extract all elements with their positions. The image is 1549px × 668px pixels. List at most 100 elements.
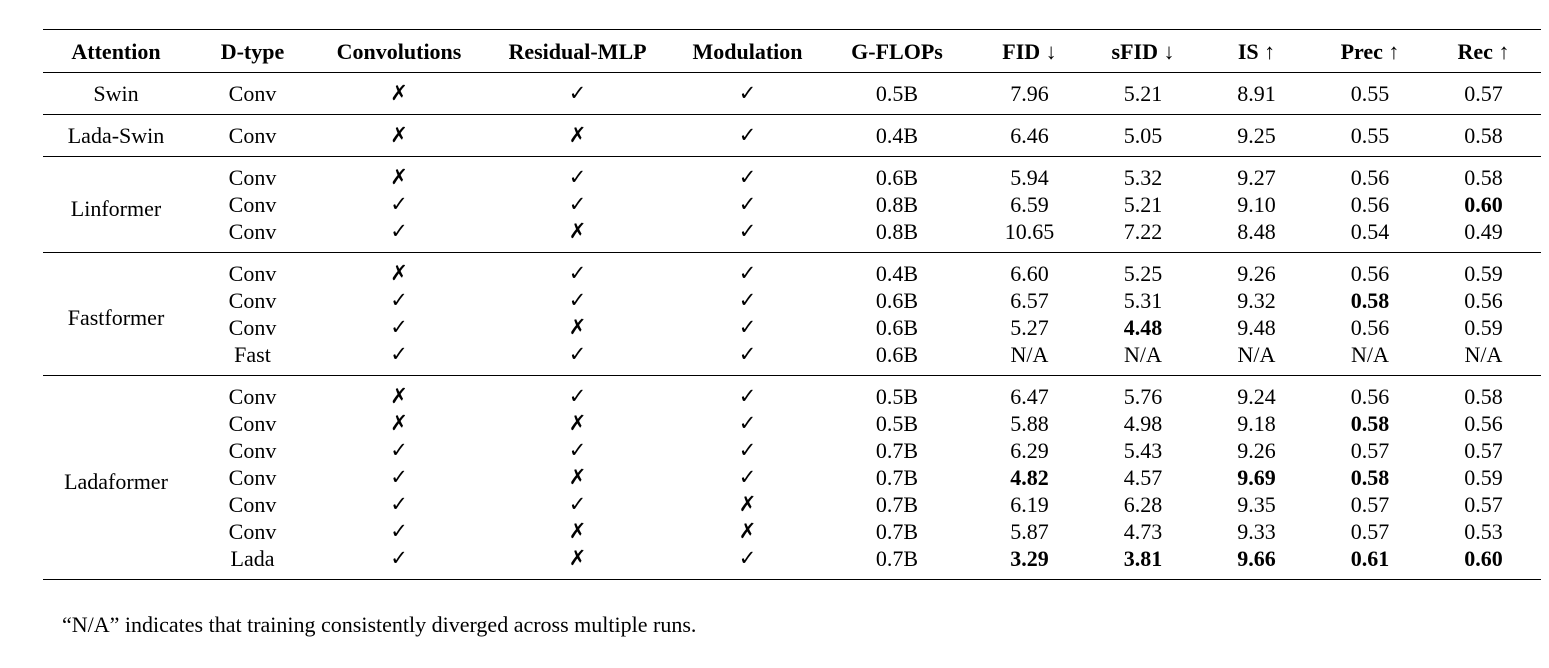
- table-row: Conv ✓ ✓ ✗ 0.7B 6.19 6.28 9.35 0.57 0.57: [43, 491, 1541, 518]
- rec-cell: 0.58: [1464, 165, 1503, 190]
- table-row: Conv ✓ ✓ ✓ 0.8B 6.59 5.21 9.10 0.56 0.60: [43, 191, 1541, 218]
- rec-cell: 0.57: [1464, 438, 1503, 463]
- prec-cell: 0.56: [1350, 384, 1390, 409]
- attention-cell: Fastformer: [43, 252, 189, 376]
- fid-cell: 7.96: [972, 72, 1087, 115]
- attention-cell: Lada-Swin: [43, 114, 189, 157]
- fid-cell: 5.94: [1010, 165, 1049, 190]
- prec-cell: 0.55: [1314, 72, 1426, 115]
- d-type-cell: Conv: [228, 165, 277, 190]
- residual-mlp-cell: ✓: [568, 165, 587, 189]
- header-fid: FID ↓: [972, 29, 1087, 73]
- sfid-cell: 5.31: [1123, 288, 1163, 313]
- header-prec: Prec ↑: [1314, 29, 1426, 73]
- sfid-cell: 5.43: [1123, 438, 1163, 463]
- fid-cell: 4.82: [1010, 465, 1049, 490]
- residual-mlp-cell: ✗: [568, 465, 587, 489]
- d-type-cell: Conv: [228, 288, 277, 313]
- fid-cell: N/A: [972, 341, 1087, 376]
- is-cell: N/A: [1199, 341, 1314, 376]
- header-convolutions: Convolutions: [316, 29, 482, 73]
- g-flops-cell: 0.6B: [822, 341, 972, 376]
- fid-cell: 10.65: [972, 218, 1087, 253]
- modulation-cell: ✗: [738, 519, 757, 543]
- modulation-cell: ✓: [738, 192, 757, 216]
- attention-cell: Ladaformer: [43, 375, 189, 580]
- table-row: Conv ✗ ✗ ✓ 0.5B 5.88 4.98 9.18 0.58 0.56: [43, 410, 1541, 437]
- prec-cell: 0.58: [1350, 465, 1390, 490]
- fid-cell: 6.60: [1010, 261, 1049, 286]
- prec-cell: 0.56: [1350, 165, 1390, 190]
- residual-mlp-cell: ✓: [568, 261, 587, 285]
- d-type-cell: Fast: [189, 341, 316, 376]
- d-type-cell: Conv: [228, 519, 277, 544]
- fid-cell: 6.47: [1010, 384, 1049, 409]
- residual-mlp-cell: ✗: [482, 545, 673, 580]
- modulation-cell: ✓: [738, 261, 757, 285]
- d-type-cell: Conv: [228, 465, 277, 490]
- convolutions-cell: ✗: [390, 165, 408, 189]
- modulation-cell: ✓: [738, 465, 757, 489]
- is-cell: 9.26: [1237, 261, 1276, 286]
- d-type-cell: Conv: [189, 72, 316, 115]
- residual-mlp-cell: ✓: [568, 384, 587, 408]
- header-row: Attention D-type Convolutions Residual-M…: [43, 29, 1541, 73]
- is-cell: 9.18: [1237, 411, 1276, 436]
- is-cell: 9.48: [1237, 315, 1276, 340]
- fid-cell: 6.57: [1010, 288, 1049, 313]
- is-cell: 9.27: [1237, 165, 1276, 190]
- prec-cell: 0.56: [1350, 261, 1390, 286]
- group-lada-swin: Lada-Swin Conv ✗ ✗ ✓ 0.4B 6.46 5.05 9.25 0.55 0.58: [43, 114, 1541, 157]
- residual-mlp-cell: ✓: [568, 438, 587, 462]
- d-type-cell: Conv: [228, 384, 277, 409]
- g-flops-cell: 0.7B: [875, 492, 919, 517]
- residual-mlp-cell: ✗: [568, 519, 587, 543]
- modulation-cell: ✓: [673, 341, 822, 376]
- rec-cell: 0.60: [1464, 192, 1503, 217]
- table-row: Conv ✓ ✓ ✓ 0.7B 6.29 5.43 9.26 0.57 0.57: [43, 437, 1541, 464]
- fid-cell: 3.29: [972, 545, 1087, 580]
- table-row: Lada ✓ ✗ ✓ 0.7B 3.29 3.81 9.66 0.61 0.60: [43, 545, 1541, 580]
- modulation-cell: ✓: [738, 411, 757, 435]
- sfid-cell: 5.32: [1123, 165, 1163, 190]
- g-flops-cell: 0.6B: [875, 315, 919, 340]
- residual-mlp-cell: ✓: [568, 492, 587, 516]
- residual-mlp-cell: ✗: [482, 114, 673, 157]
- sfid-cell: 4.98: [1123, 411, 1163, 436]
- d-type-cell: Conv: [189, 218, 316, 253]
- modulation-cell: ✓: [738, 288, 757, 312]
- fid-cell: 5.27: [1010, 315, 1049, 340]
- rec-cell: 0.56: [1464, 411, 1503, 436]
- g-flops-cell: 0.7B: [875, 465, 919, 490]
- d-type-cell: Conv: [228, 315, 277, 340]
- residual-mlp-cell: ✓: [482, 72, 673, 115]
- is-cell: 9.24: [1237, 384, 1276, 409]
- sfid-cell: 3.81: [1087, 545, 1199, 580]
- residual-mlp-cell: ✓: [568, 288, 587, 312]
- is-cell: 9.69: [1237, 465, 1276, 490]
- table-row: Conv ✓ ✗ ✓ 0.8B 10.65 7.22 8.48 0.54 0.49: [43, 218, 1541, 253]
- table-row: Lada-Swin Conv ✗ ✗ ✓ 0.4B 6.46 5.05 9.25 0.55 0.58: [43, 114, 1541, 157]
- group-fastformer: Fastformer Conv ✗ ✓ ✓ 0.4B 6.60 5.25 9.26 0.56 0.5…: [43, 252, 1541, 376]
- d-type-cell: Conv: [228, 261, 277, 286]
- table-footnote: “N/A” indicates that training consistent…: [62, 612, 697, 637]
- sfid-cell: 4.73: [1123, 519, 1163, 544]
- modulation-cell: ✓: [673, 218, 822, 253]
- is-cell: 9.32: [1237, 288, 1276, 313]
- sfid-cell: 7.22: [1087, 218, 1199, 253]
- g-flops-cell: 0.5B: [822, 72, 972, 115]
- modulation-cell: ✓: [673, 114, 822, 157]
- rec-cell: 0.57: [1426, 72, 1541, 115]
- d-type-cell: Lada: [189, 545, 316, 580]
- attention-cell: Linformer: [43, 156, 189, 253]
- g-flops-cell: 0.7B: [875, 438, 919, 463]
- modulation-cell: ✓: [738, 165, 757, 189]
- group-ladaformer: Ladaformer Conv ✗ ✓ ✓ 0.5B 6.47 5.76 9.24 0.56 0.5…: [43, 375, 1541, 580]
- prec-cell: 0.57: [1350, 492, 1390, 517]
- prec-cell: 0.57: [1350, 438, 1390, 463]
- prec-cell: 0.56: [1350, 315, 1390, 340]
- g-flops-cell: 0.4B: [875, 261, 919, 286]
- prec-cell: 0.57: [1350, 519, 1390, 544]
- rec-cell: 0.58: [1464, 384, 1503, 409]
- d-type-cell: Conv: [228, 192, 277, 217]
